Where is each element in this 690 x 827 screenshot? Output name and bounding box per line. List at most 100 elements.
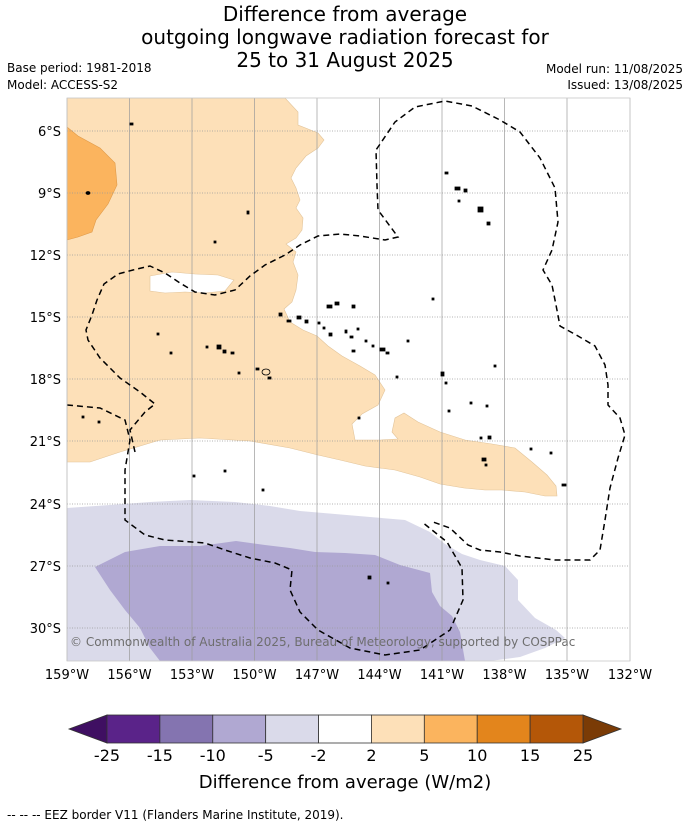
island [395,375,399,379]
island [296,315,302,320]
island [169,351,173,355]
colorbar-bin [371,714,425,744]
eez-border [67,100,626,656]
eez-border-cook [85,100,626,561]
colorbar-tick-label: -2 [311,746,327,765]
island [222,349,227,354]
colorbar-tick-label: 10 [467,746,487,765]
title-line-2: outgoing longwave radiation forecast for [141,25,549,49]
island [481,457,487,462]
colorbar-bin [529,714,584,744]
lon-label: 138°W [482,668,526,683]
island [444,381,448,385]
island [81,415,85,419]
lon-label: 132°W [608,668,652,683]
island [129,122,134,126]
island [286,319,292,323]
island [304,319,309,324]
model-label: Model: ACCESS-S2 [7,78,119,92]
island [431,297,435,301]
lon-label: 153°W [170,668,214,683]
island [486,221,491,226]
eez-footnote: -- -- -- EEZ border V11 (Flanders Marine… [7,808,344,822]
island [192,474,196,478]
lat-label: 6°S [38,125,61,140]
island [469,401,473,405]
island [440,371,445,377]
base-period-label: Base period: 1981-2018 [7,61,152,75]
island [278,312,283,317]
colorbar-tick-label: -5 [258,746,274,765]
island [267,376,272,380]
map-fields [67,98,630,661]
island [317,321,321,325]
island [246,210,250,215]
model-run-label: Model run: 11/08/2025 [545,62,683,76]
island [454,186,461,191]
colorbar-extend-high [582,714,623,744]
island [364,339,368,343]
island [477,206,484,213]
island [367,575,372,580]
island [463,188,468,193]
island [487,435,492,440]
colorbar-bin [159,714,214,744]
lon-label: 147°W [295,668,339,683]
island [156,332,160,336]
colorbar-tick-label: -15 [147,746,173,765]
map-frame [66,97,631,662]
title-line-1: Difference from average [222,2,468,26]
island [386,581,390,585]
colorbar-bin [212,714,267,744]
colorbar-title: Difference from average (W/m2) [199,772,491,793]
island [529,447,533,451]
anomaly-region-2-to-5 [67,98,558,497]
island [444,171,449,175]
island [326,304,333,309]
island [493,364,497,368]
lat-label: 9°S [38,187,61,202]
island [357,416,361,420]
island [447,409,451,413]
island [549,451,553,455]
island [479,436,483,440]
lat-label: 21°S [30,435,61,450]
colorbar-tick-label: 15 [520,746,540,765]
colorbar: -25 -15 -10 -5 -2 2 5 10 15 25 Difference from av… [67,714,623,793]
title-line-3: 25 to 31 August 2025 [236,48,454,72]
lon-label: 159°W [45,668,89,683]
lat-label: 27°S [30,560,61,575]
anomaly-region-minus10-to-minus5 [95,541,465,661]
island [406,339,410,343]
island [379,347,386,352]
island [85,191,91,195]
lon-label: 156°W [107,668,151,683]
lon-label: 141°W [420,668,464,683]
colorbar-extend-low [67,714,108,744]
lon-label: 144°W [357,668,401,683]
island [356,327,360,331]
colorbar-bin [265,714,319,744]
copyright-text: © Commonwealth of Australia 2025, Bureau… [70,635,575,649]
island [230,351,235,355]
lon-label: 135°W [545,668,589,683]
island [371,344,375,348]
island [351,304,356,309]
island [484,463,488,467]
lon-label: 150°W [232,668,276,683]
island [485,404,489,408]
colorbar-tick-label: -10 [200,746,226,765]
colorbar-bin [476,714,531,744]
lat-label: 15°S [30,311,61,326]
colorbar-tick-label: -25 [94,746,120,765]
colorbar-bin [318,714,372,744]
island [334,301,340,306]
island [344,329,348,334]
island [561,483,567,487]
lat-label: 12°S [30,249,61,264]
colorbar-tick-label: 2 [366,746,376,765]
island [261,488,265,492]
colorbar-bin [106,714,161,744]
island [385,351,390,355]
